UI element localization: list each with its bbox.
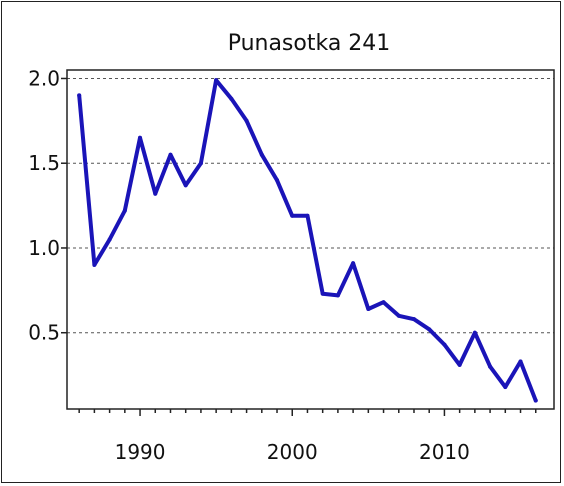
data-point [122,208,127,213]
data-point [457,362,462,367]
x-tick-label: 1990 [115,440,166,464]
x-tick-label: 2000 [267,440,318,464]
data-point [77,93,82,98]
data-point [107,237,112,242]
data-point [214,78,219,83]
y-tick-label: 0.5 [28,321,60,345]
data-point [488,364,493,369]
plot-area [66,69,555,410]
data-point [198,161,203,166]
data-point [320,291,325,296]
data-point [351,261,356,266]
y-tick-label: 2.0 [28,66,60,90]
data-point [503,384,508,389]
x-axis: 1990 2000 2010 [78,409,537,464]
data-point [275,178,280,183]
data-point [183,183,188,188]
data-point [366,306,371,311]
data-point [396,313,401,318]
data-point [138,135,143,140]
data-point [381,300,386,305]
data-point [533,398,538,403]
data-point [244,118,249,123]
data-point [427,327,432,332]
data-point [305,213,310,218]
y-axis: 2.0 1.5 1.0 0.5 [28,66,67,345]
series-line [77,78,538,403]
data-point [472,330,477,335]
data-point [335,293,340,298]
data-point [518,359,523,364]
data-point [92,262,97,267]
data-point [259,152,264,157]
data-point [168,152,173,157]
y-tick-label: 1.5 [28,151,60,175]
series-layer [77,78,538,403]
grid-lines [67,77,554,334]
data-point [153,191,158,196]
y-tick-label: 1.0 [28,236,60,260]
data-point [290,213,295,218]
chart-title: Punasotka 241 [228,31,391,56]
x-tick-label: 2010 [419,440,470,464]
data-point [411,317,416,322]
data-point [229,96,234,101]
data-point [442,342,447,347]
